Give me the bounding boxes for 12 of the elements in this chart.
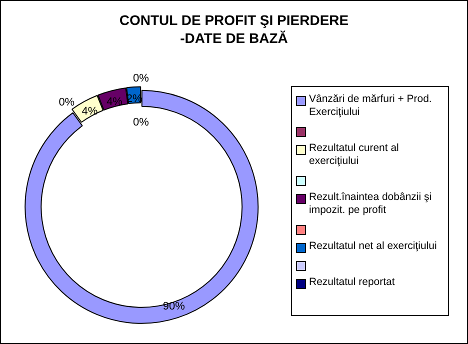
data-label: 90% <box>162 300 186 312</box>
data-label: 4% <box>106 96 123 108</box>
legend-label: Rezultatul curent al exerciţiului <box>309 142 400 168</box>
text: 0% <box>58 96 75 109</box>
data-label: 4% <box>82 106 98 118</box>
legend-label: Rezultatul reportat <box>309 276 395 289</box>
text: 0% <box>133 116 149 129</box>
legend-label: Rezultatul net al exerciţiului <box>309 240 437 253</box>
text: 0% <box>133 72 149 85</box>
legend-label: Vânzări de mărfuri + Prod. Exerciţiului <box>309 93 433 119</box>
chart-title: CONTUL DE PROFIT ŞI PIERDERE -DATE DE BAZĂ <box>118 11 350 47</box>
legend-label: Rezult.înaintea dobânzii şi impozit. pe profit <box>309 191 433 217</box>
